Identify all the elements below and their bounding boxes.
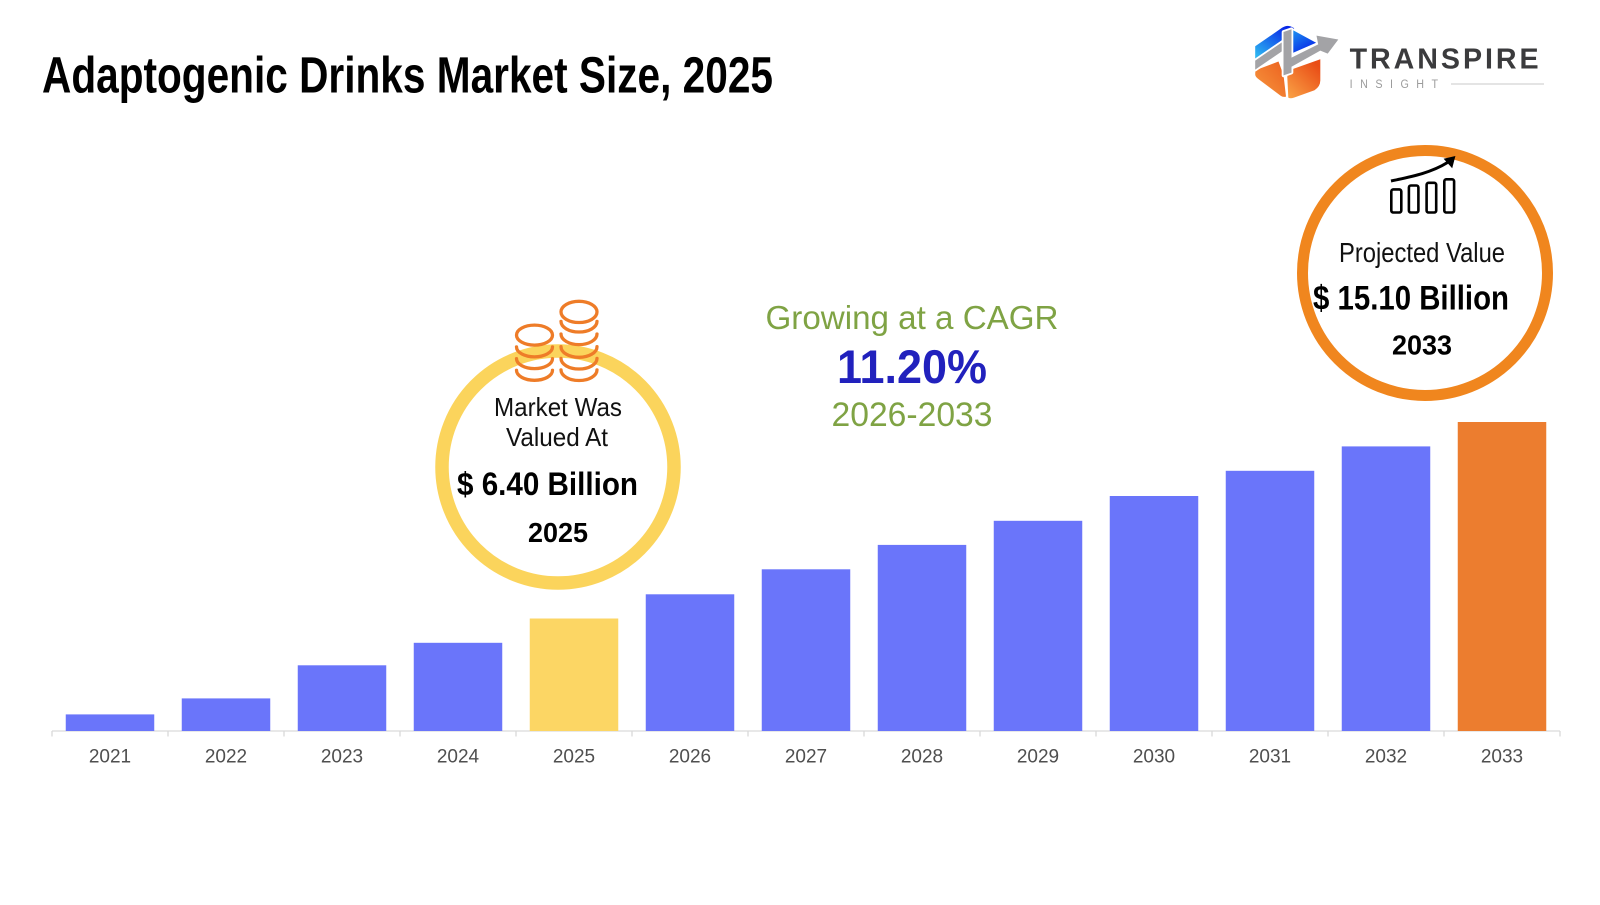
svg-text:2032: 2032 xyxy=(1365,747,1407,768)
svg-text:Projected Value: Projected Value xyxy=(1339,237,1505,268)
svg-text:2033: 2033 xyxy=(1481,747,1523,768)
svg-text:2028: 2028 xyxy=(901,747,943,768)
svg-text:2023: 2023 xyxy=(321,747,363,768)
svg-text:2024: 2024 xyxy=(437,747,480,768)
svg-text:TRANSPIRE: TRANSPIRE xyxy=(1350,44,1542,76)
svg-text:2025: 2025 xyxy=(528,517,588,548)
svg-text:2025: 2025 xyxy=(553,747,595,768)
svg-text:2031: 2031 xyxy=(1249,747,1291,768)
svg-text:2021: 2021 xyxy=(89,747,131,768)
svg-text:Growing at a CAGR: Growing at a CAGR xyxy=(766,299,1059,336)
svg-text:2026: 2026 xyxy=(669,747,711,768)
svg-text:2027: 2027 xyxy=(785,747,827,768)
svg-text:2030: 2030 xyxy=(1133,747,1175,768)
svg-text:Market Was: Market Was xyxy=(494,392,622,422)
svg-text:$ 6.40 Billion: $ 6.40 Billion xyxy=(457,466,638,502)
svg-text:2033: 2033 xyxy=(1392,330,1452,361)
svg-text:INSIGHT: INSIGHT xyxy=(1350,79,1446,91)
svg-text:11.20%: 11.20% xyxy=(837,340,987,393)
svg-text:2026-2033: 2026-2033 xyxy=(832,396,993,434)
svg-text:Adaptogenic Drinks Market Size: Adaptogenic Drinks Market Size, 2025 xyxy=(42,47,773,104)
svg-text:2029: 2029 xyxy=(1017,747,1059,768)
svg-text:$ 15.10 Billion: $ 15.10 Billion xyxy=(1313,280,1509,318)
svg-text:2022: 2022 xyxy=(205,747,247,768)
svg-text:Valued At: Valued At xyxy=(506,422,609,452)
